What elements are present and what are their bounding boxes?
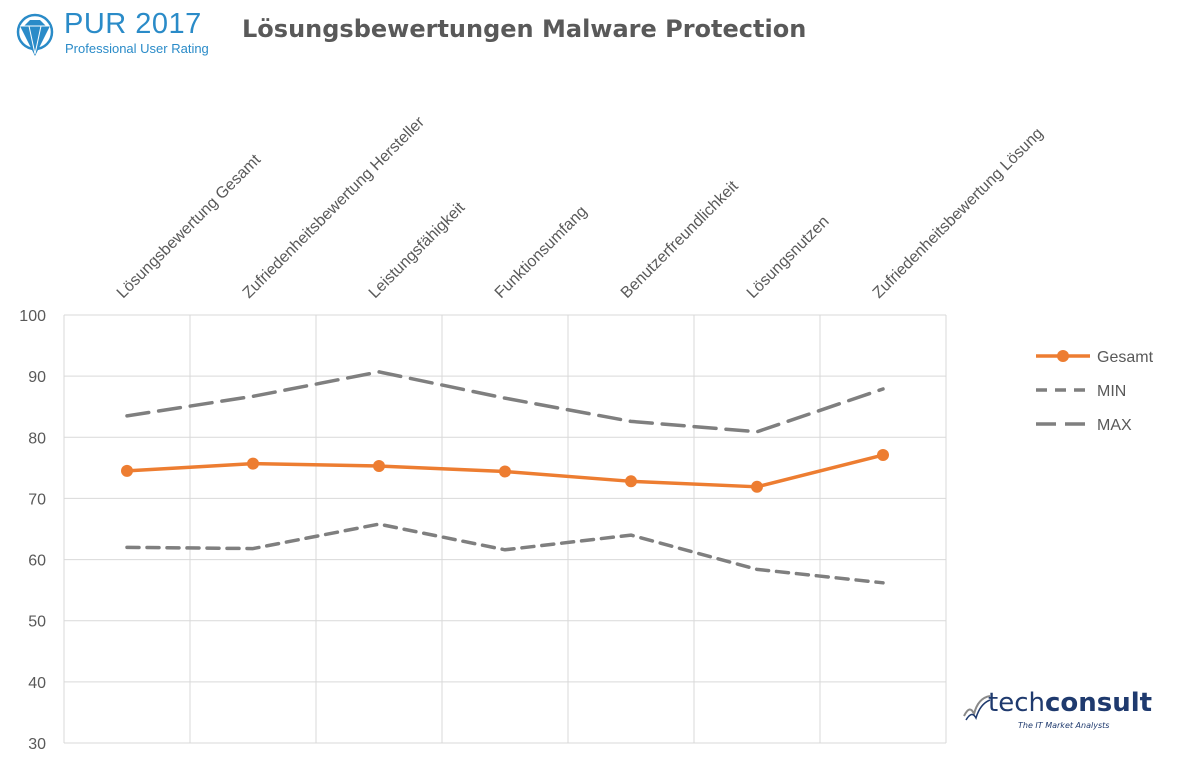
legend-label: MAX bbox=[1097, 417, 1132, 434]
brand-tagline: The IT Market Analysts bbox=[1018, 721, 1110, 730]
brand-name-light: tech bbox=[988, 688, 1045, 718]
brand-name-bold: consult bbox=[1044, 688, 1153, 718]
data-point-gesamt bbox=[877, 449, 889, 462]
data-point-gesamt bbox=[247, 457, 259, 470]
legend-label: Gesamt bbox=[1097, 349, 1154, 366]
techconsult-logo: techconsult The IT Market Analysts bbox=[962, 688, 1152, 740]
data-point-gesamt bbox=[121, 464, 133, 477]
y-tick-label: 80 bbox=[28, 430, 46, 447]
y-tick-label: 90 bbox=[28, 369, 46, 386]
pur-logo: PUR 2017 Professional User Rating bbox=[12, 8, 222, 60]
x-category-label: Lösungsnutzen bbox=[744, 213, 833, 302]
series-line-min bbox=[125, 522, 885, 585]
swoosh-logo-icon bbox=[963, 695, 991, 721]
y-tick-label: 40 bbox=[28, 675, 46, 692]
y-tick-label: 50 bbox=[28, 614, 46, 631]
data-point-gesamt bbox=[751, 480, 763, 493]
diamond-logo-icon bbox=[16, 13, 54, 56]
x-category-label: Zufriedenheitsbewertung Lösung bbox=[870, 125, 1047, 302]
logo-title: PUR 2017 bbox=[64, 8, 202, 40]
x-category-label: Benutzerfreundlichkeit bbox=[618, 177, 742, 301]
x-category-label: Leistungsfähigkeit bbox=[366, 199, 469, 302]
data-point-gesamt bbox=[499, 465, 511, 478]
x-category-label: Lösungsbewertung Gesamt bbox=[114, 151, 265, 302]
legend-marker-gesamt bbox=[1057, 350, 1069, 362]
y-tick-label: 100 bbox=[19, 308, 46, 325]
logo-subtitle: Professional User Rating bbox=[65, 41, 209, 56]
y-tick-label: 30 bbox=[28, 736, 46, 753]
brand-name: techconsult bbox=[988, 688, 1152, 718]
data-point-gesamt bbox=[373, 460, 385, 473]
legend-label: MIN bbox=[1097, 383, 1126, 400]
data-point-gesamt bbox=[625, 475, 637, 488]
y-tick-label: 70 bbox=[28, 491, 46, 508]
x-category-label: Funktionsumfang bbox=[492, 203, 591, 302]
page-title: Lösungsbewertungen Malware Protection bbox=[242, 15, 807, 43]
y-tick-label: 60 bbox=[28, 553, 46, 570]
series-line-max bbox=[125, 370, 885, 434]
